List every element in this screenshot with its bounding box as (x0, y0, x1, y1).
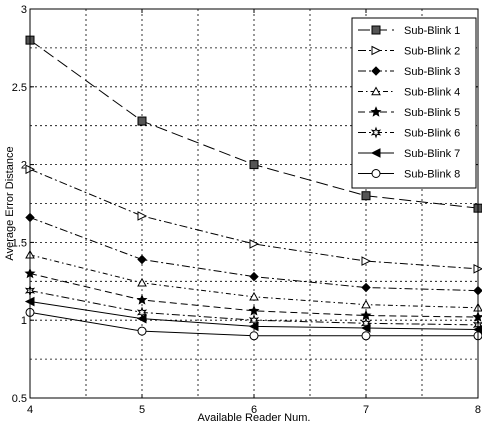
data-point (137, 277, 147, 287)
data-point (361, 331, 371, 341)
data-point (361, 282, 371, 293)
data-point (360, 323, 371, 333)
legend-marker (370, 148, 381, 158)
x-tick-label: 7 (363, 404, 369, 416)
y-tick-label: 2 (21, 160, 27, 172)
series-line-5 (29, 273, 479, 318)
legend-marker (371, 86, 381, 96)
legend-label: Sub-Blink 6 (404, 128, 460, 140)
legend-label: Sub-Blink 7 (404, 148, 460, 160)
data-point (249, 160, 259, 170)
legend-item: Sub-Blink 1 (358, 25, 460, 37)
y-tick-label: 1 (21, 315, 27, 327)
legend-item: Sub-Blink 2 (358, 46, 460, 58)
legend-item: Sub-Blink 5 (358, 106, 460, 119)
legend-marker (371, 66, 381, 76)
y-tick-label: 2.5 (12, 82, 27, 94)
legend-label: Sub-Blink 2 (404, 46, 460, 58)
data-point (136, 313, 147, 324)
ticks: 4 5 6 7 8 0.5 1 1.5 2 2.5 3 (12, 4, 481, 416)
legend-box (351, 17, 477, 189)
x-tick-label: 4 (27, 404, 33, 416)
legend-item: Sub-Blink 6 (358, 126, 460, 140)
data-point (248, 305, 260, 316)
data-point (249, 331, 259, 341)
legend-marker (371, 25, 381, 35)
legend-item: Sub-Blink 4 (358, 86, 460, 99)
legend-marker (370, 106, 382, 117)
series-7 (24, 296, 482, 335)
legend-label: Sub-Blink 4 (404, 87, 460, 99)
x-tick-label: 8 (475, 404, 481, 416)
data-point (137, 326, 147, 336)
legend-label: Sub-Blink 8 (404, 169, 460, 181)
legend-label: Sub-Blink 1 (404, 25, 460, 37)
legend-marker (371, 45, 382, 56)
data-point (137, 211, 148, 221)
legend-item: Sub-Blink 3 (358, 66, 460, 78)
data-point (361, 191, 371, 201)
legend: Sub-Blink 1 Sub-Blink 2 Sub-Blink 3 Sub-Bli… (351, 17, 477, 189)
y-tick-label: 1.5 (12, 237, 27, 249)
legend-label: Sub-Blink 5 (404, 107, 460, 119)
data-point (361, 299, 371, 309)
x-axis-label: Available Reader Num. (198, 412, 311, 424)
legend-item: Sub-Blink 7 (358, 148, 460, 160)
legend-marker (370, 126, 382, 139)
data-point (361, 256, 372, 266)
data-point (136, 294, 148, 305)
legend-item: Sub-Blink 8 (358, 169, 460, 181)
y-tick-label: 0.5 (12, 393, 27, 405)
data-point (249, 271, 259, 282)
data-point (137, 254, 147, 265)
data-point (249, 239, 260, 249)
data-point (249, 291, 259, 301)
y-axis-label: Average Error Distance (4, 146, 16, 260)
data-point (137, 116, 147, 126)
data-point (248, 321, 259, 332)
x-tick-label: 6 (251, 404, 257, 416)
x-tick-label: 5 (139, 404, 145, 416)
series-4 (25, 249, 482, 312)
legend-label: Sub-Blink 3 (404, 66, 460, 78)
legend-marker (371, 169, 381, 178)
y-tick-label: 3 (21, 4, 27, 16)
